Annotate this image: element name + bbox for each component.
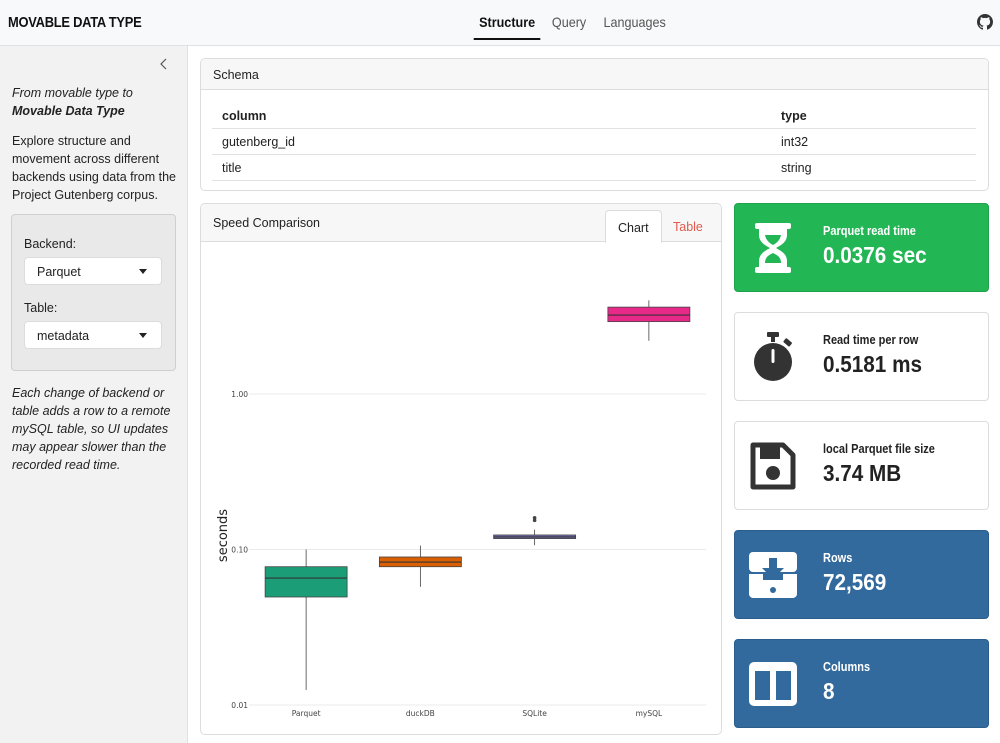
y-tick-label: 0.01: [231, 701, 248, 710]
speed-comparison-card: Speed Comparison Chart Table 0.01 0.10 1.0…: [200, 203, 722, 735]
value-box-columns: Columns 8: [734, 639, 989, 728]
x-tick-label: SQLite: [522, 709, 547, 718]
value-box-title: Parquet read time: [823, 224, 916, 238]
schema-cell-column: gutenberg_id: [212, 128, 771, 155]
box-outlier: [532, 518, 537, 523]
value-box-value: 0.0376 sec: [823, 242, 927, 268]
tab-structure[interactable]: Structure: [473, 0, 541, 40]
speed-card-header: Speed Comparison Chart Table: [201, 204, 721, 243]
intro-line-2: Movable Data Type: [12, 104, 125, 118]
speed-boxplot-chart: 0.01 0.10 1.00 seconds Parquet duckDB SQLite my…: [216, 300, 706, 718]
y-tick-label: 0.10: [231, 546, 248, 555]
stopwatch-icon: [754, 332, 792, 381]
sidebar-intro: From movable type to Movable Data Type: [12, 84, 182, 120]
box-outlier: [532, 515, 537, 520]
schema-card-title: Schema: [201, 59, 988, 90]
value-box-rows: Rows 72,569: [734, 530, 989, 619]
chevron-left-icon[interactable]: [158, 58, 170, 70]
value-box-title: Rows: [823, 551, 853, 565]
main-nav-tabs: Structure Query Languages: [470, 0, 676, 46]
table-label: Table:: [24, 301, 58, 315]
box-parquet: [264, 566, 348, 598]
hourglass-icon: [755, 223, 791, 273]
schema-header-row: column type: [212, 103, 976, 129]
value-box-title: Read time per row: [823, 333, 919, 347]
table-select-value: metadata: [37, 329, 90, 343]
tray-download-icon: [749, 552, 797, 598]
controls-panel: Backend: Parquet Table: metadata: [11, 214, 176, 371]
table-select[interactable]: metadata: [24, 321, 162, 349]
backend-select[interactable]: Parquet: [24, 257, 162, 285]
value-box-time-per-row: Read time per row 0.5181 ms: [734, 312, 989, 401]
y-tick-label: 1.00: [231, 390, 248, 399]
tab-chart[interactable]: Chart: [605, 210, 662, 243]
value-box-value: 8: [823, 678, 835, 704]
y-axis-label: seconds: [216, 509, 231, 562]
sidebar: From movable type to Movable Data Type E…: [0, 46, 188, 743]
top-navbar: MOVABLE DATA TYPE Structure Query Langua…: [0, 0, 1000, 46]
caret-down-icon: [139, 269, 147, 274]
intro-line-1: From movable type to: [12, 86, 133, 100]
tab-languages[interactable]: Languages: [603, 14, 667, 30]
schema-col-header: type: [771, 103, 976, 129]
sidebar-description: Explore structure and movement across di…: [12, 134, 176, 202]
tab-query[interactable]: Query: [552, 14, 587, 30]
value-box-file-size: local Parquet file size 3.74 MB: [734, 421, 989, 510]
value-box-value: 72,569: [823, 569, 887, 595]
columns-icon: [749, 662, 797, 706]
x-tick-label: mySQL: [636, 709, 663, 718]
backend-select-value: Parquet: [37, 265, 81, 279]
value-box-value: 3.74 MB: [823, 460, 902, 486]
table-row: title string: [212, 154, 976, 181]
value-box-title: local Parquet file size: [823, 442, 935, 456]
x-tick-label: Parquet: [292, 709, 321, 718]
value-box-read-time: Parquet read time 0.0376 sec: [734, 203, 989, 292]
value-box-title: Columns: [823, 660, 871, 674]
schema-cell-type: int32: [771, 128, 976, 155]
value-box-value: 0.5181 ms: [823, 351, 922, 377]
schema-col-header: column: [212, 103, 771, 129]
tab-table[interactable]: Table: [673, 220, 703, 234]
schema-cell-type: string: [771, 154, 976, 181]
box-mysql: [607, 306, 691, 323]
sidebar-note: Each change of backend or table adds a r…: [12, 386, 171, 472]
x-tick-label: duckDB: [406, 709, 435, 718]
github-icon[interactable]: [977, 14, 993, 30]
table-row: gutenberg_id int32: [212, 128, 976, 155]
backend-label: Backend:: [24, 237, 77, 251]
schema-table: column type gutenberg_id int32 title str…: [212, 103, 976, 181]
floppy-disk-icon: [750, 442, 796, 490]
speed-card-title: Speed Comparison: [213, 216, 321, 230]
caret-down-icon: [139, 333, 147, 338]
app-brand[interactable]: MOVABLE DATA TYPE: [8, 14, 142, 31]
schema-card: Schema column type gutenberg_id int32 ti…: [200, 58, 989, 191]
schema-cell-column: title: [212, 154, 771, 181]
